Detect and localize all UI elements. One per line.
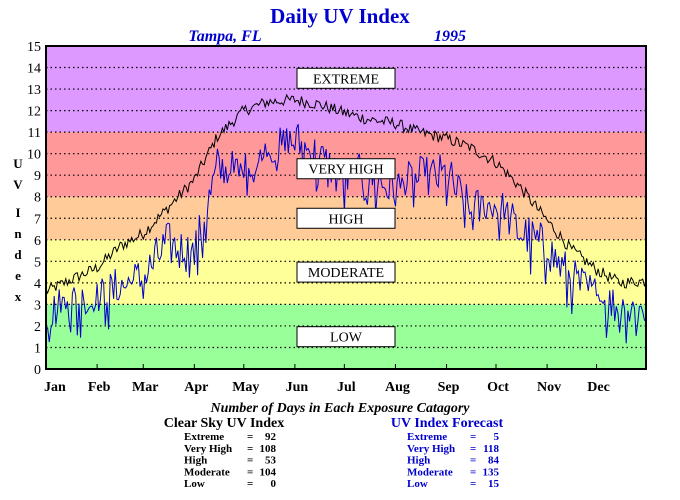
y-tick-label: 14 [27, 62, 41, 77]
stats-value: 135 [483, 466, 500, 478]
band-labels: LOW MODERATE HIGH VERY HIGH EXTREME [296, 67, 396, 348]
y-tick-label: 12 [27, 105, 41, 120]
stats-title-1: UV Index Forecast [391, 416, 504, 431]
stats-value: 92 [265, 431, 277, 443]
x-tick-label: Oct [487, 380, 509, 395]
stats-eq: = [470, 466, 476, 478]
y-tick-label: 3 [34, 298, 41, 313]
stats-eq: = [247, 431, 253, 443]
band-label-moderate: MODERATE [308, 266, 384, 281]
y-tick-label: 5 [34, 255, 41, 270]
x-tick-label: Feb [88, 380, 111, 395]
x-tick-label: Dec [587, 380, 610, 395]
x-tick-label: Jun [286, 380, 309, 395]
x-tick-label: Mar [132, 380, 158, 395]
x-tick-label: Jan [44, 380, 66, 395]
y-label-char: n [14, 226, 22, 241]
stats-label: Extreme [184, 431, 224, 443]
stats-eq: = [470, 478, 476, 490]
stats-label: Low [184, 478, 205, 490]
y-tick-label: 1 [34, 341, 41, 356]
y-tick-label: 8 [34, 191, 41, 206]
stats-value: 5 [494, 431, 500, 443]
stats-label: Very High [407, 443, 455, 455]
y-tick-label: 4 [34, 277, 41, 292]
stats-eq: = [247, 478, 253, 490]
stats-label: High [184, 455, 207, 467]
band-label-high-box [296, 207, 396, 229]
band-label-high: HIGH [329, 212, 364, 227]
band-label-low-box [296, 326, 396, 348]
plot-frame [45, 45, 647, 370]
stats-eq: = [470, 443, 476, 455]
x-tick-label: Apr [184, 380, 208, 395]
stats-label: Extreme [407, 431, 447, 443]
x-tick-label: Jul [337, 380, 356, 395]
stats-eq: = [247, 443, 253, 455]
y-label-char: d [14, 247, 22, 262]
stats-value: 104 [260, 466, 277, 478]
stats-value: 84 [488, 455, 500, 467]
band-label-very-high: VERY HIGH [308, 163, 383, 178]
stats-label: Low [407, 478, 428, 490]
stats-label: Moderate [184, 466, 230, 478]
y-tick-label: 11 [28, 126, 41, 141]
x-tick-label: Sep [438, 380, 460, 395]
band-label-very-high-box [296, 158, 396, 180]
x-tick-label: Aug [385, 380, 410, 395]
stats-value: 108 [260, 443, 277, 455]
y-label-char: x [15, 289, 22, 304]
stats-value: 0 [271, 478, 277, 490]
y-tick-label: 13 [27, 83, 41, 98]
y-tick-label: 7 [34, 212, 41, 227]
stats-value: 118 [483, 443, 499, 455]
x-axis-ticks: Jan Feb Mar Apr May Jun Jul Aug Sep Oct Nov Dec [44, 364, 610, 395]
y-tick-label: 2 [34, 320, 41, 335]
series-line-0 [45, 93, 647, 295]
y-tick-label: 9 [34, 169, 41, 184]
chart-year: 1995 [434, 28, 466, 45]
stats-eq: = [470, 455, 476, 467]
stats-eq: = [247, 466, 253, 478]
x-tick-label: Nov [537, 380, 561, 395]
stats-value: 15 [488, 478, 500, 490]
days-caption: Number of Days in Each Exposure Catagory [209, 401, 470, 416]
stats-label: High [407, 455, 430, 467]
stats-title-0: Clear Sky UV Index [164, 416, 284, 431]
band-label-low: LOW [330, 331, 363, 346]
stats-eq: = [247, 455, 253, 467]
y-label-char: V [13, 177, 23, 192]
y-tick-label: 10 [27, 148, 41, 163]
band-label-moderate-box [296, 261, 396, 283]
band-label-extreme: EXTREME [313, 72, 379, 87]
y-label-char: e [15, 268, 21, 283]
stats-label: Very High [184, 443, 232, 455]
y-label-char: U [13, 156, 23, 171]
exposure-bands [46, 46, 646, 369]
y-tick-label: 15 [27, 40, 41, 55]
y-tick-label: 6 [34, 234, 41, 249]
y-tick-label: 0 [34, 363, 41, 378]
stats-eq: = [470, 431, 476, 443]
band-label-extreme-box [296, 67, 396, 89]
stats-value: 53 [265, 455, 277, 467]
x-tick-label: May [232, 380, 259, 395]
chart-title: Daily UV Index [270, 4, 410, 28]
chart-location: Tampa, FL [188, 28, 261, 45]
stats-label: Moderate [407, 466, 453, 478]
y-label-char: I [15, 205, 20, 220]
